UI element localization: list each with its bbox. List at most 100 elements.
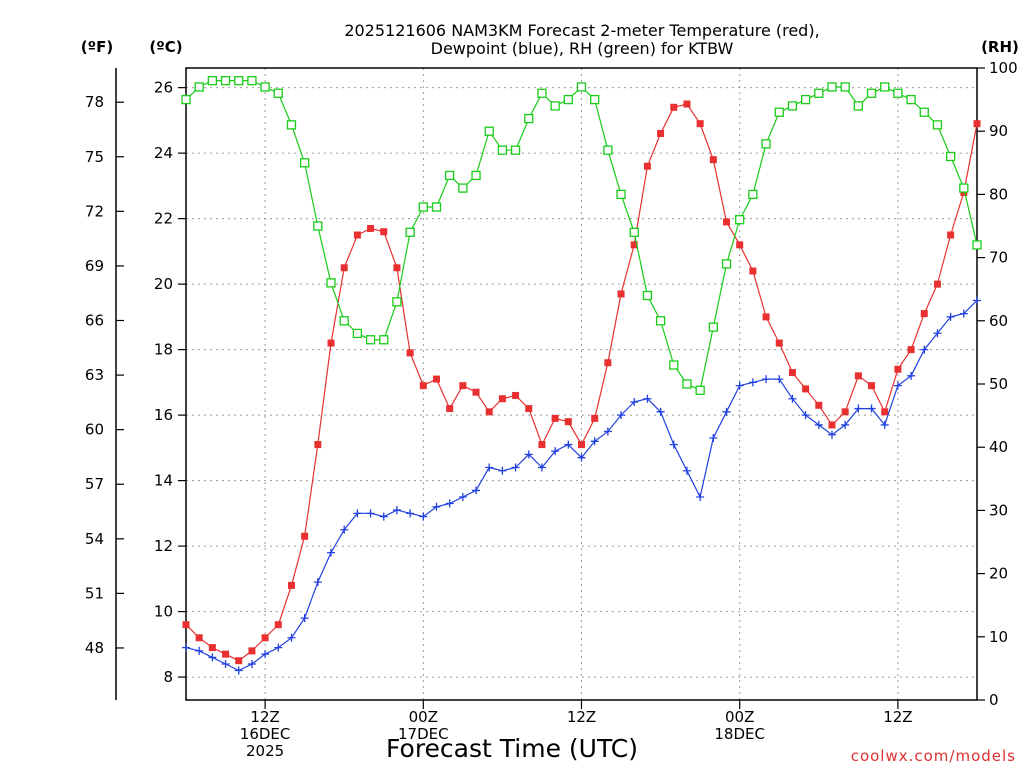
temperature-point (353, 231, 361, 239)
rh-point (642, 290, 653, 301)
dewpoint-point (392, 506, 401, 515)
temperature-point (538, 441, 546, 449)
x-axis-label: Forecast Time (UTC) (386, 734, 638, 763)
temperature-point (683, 100, 691, 108)
dewpoint-point (590, 437, 599, 446)
chart-title-line1: 2025121606 NAM3KM Forecast 2-meter Tempe… (344, 21, 819, 40)
rh-tick-label: 90 (989, 122, 1008, 140)
temperature-point (182, 621, 190, 629)
temperature-point (314, 441, 322, 449)
celsius-tick-label: 14 (154, 472, 173, 490)
rh-point (629, 227, 639, 237)
temperature-point (512, 391, 520, 399)
dewpoint-point (775, 375, 784, 384)
rh-point (814, 88, 824, 98)
temperature-point (604, 359, 612, 367)
dewpoint-point (498, 466, 507, 475)
rh-point (431, 202, 442, 212)
temperature-point (802, 385, 810, 393)
dewpoint-point (247, 659, 256, 668)
temperature-point (749, 267, 757, 275)
rh-point (761, 139, 771, 149)
temperature-point (762, 313, 770, 321)
temperature-point (340, 264, 348, 272)
temperature-point (432, 375, 440, 383)
rh-point (840, 82, 850, 92)
fahrenheit-tick-label: 78 (85, 93, 104, 111)
celsius-tick-label: 22 (154, 210, 173, 228)
rh-point (497, 145, 508, 155)
dewpoint-point (274, 643, 283, 652)
rh-point (787, 101, 798, 111)
dewpoint-point (880, 420, 889, 429)
temperature-point (854, 372, 862, 380)
temperature-point (868, 382, 876, 390)
rh-point (418, 202, 428, 212)
dewpoint-point (234, 666, 243, 675)
credit-text: coolwx.com/models (851, 747, 1016, 765)
rh-point (392, 297, 402, 307)
temperature-point (709, 156, 717, 164)
rh-point (919, 107, 929, 117)
rh-point (458, 183, 468, 193)
temperature-point (696, 120, 704, 128)
dewpoint-point (946, 312, 955, 321)
chart-title-line2: Dewpoint (blue), RH (green) for KTBW (431, 39, 734, 58)
rh-point (234, 75, 244, 86)
temperature-point (551, 414, 559, 422)
dewpoint-point (801, 411, 810, 420)
x-tick-date-label: 17DEC (398, 725, 449, 743)
dewpoint-point (933, 329, 942, 338)
temperature-line (185, 103, 978, 662)
temperature-series (182, 100, 981, 665)
temperature-point (591, 414, 599, 422)
dewpoint-point (445, 499, 454, 508)
temperature-point (274, 621, 282, 629)
dewpoint-point (577, 453, 586, 462)
rh-point (576, 82, 587, 92)
dewpoint-point (485, 463, 494, 472)
temperature-point (828, 421, 836, 429)
rh-point (352, 328, 363, 339)
rh-point (563, 94, 573, 105)
dewpoint-point (419, 512, 428, 521)
x-tick-label: 00Z (409, 708, 438, 726)
dewpoint-point (195, 646, 204, 655)
temperature-point (287, 581, 295, 589)
temperature-point (947, 231, 955, 239)
rh-point (537, 88, 547, 98)
data-series (181, 75, 982, 675)
dewpoint-point (524, 450, 533, 459)
temperature-point (485, 408, 493, 416)
fahrenheit-tick-label: 51 (85, 584, 104, 602)
dewpoint-point (327, 548, 336, 557)
rh-tick-label: 50 (989, 375, 1008, 393)
celsius-tick-label: 20 (154, 275, 173, 293)
dewpoint-point (893, 381, 902, 390)
celsius-tick-label: 8 (163, 668, 173, 686)
dewpoint-point (300, 614, 309, 623)
x-tick-date-label: 18DEC (714, 725, 765, 743)
dewpoint-point (841, 420, 850, 429)
fahrenheit-tick-label: 66 (85, 312, 104, 330)
dewpoint-point (366, 509, 375, 518)
temperature-point (788, 369, 796, 377)
dewpoint-point (907, 371, 916, 380)
temperature-point (617, 290, 625, 298)
dewpoint-point (287, 633, 296, 642)
dewpoint-point (472, 486, 481, 495)
dewpoint-point (656, 407, 665, 416)
temperature-point (446, 405, 454, 413)
temperature-point (815, 401, 823, 409)
temperature-point (498, 395, 506, 403)
rh-point (181, 94, 191, 105)
fahrenheit-tick-label: 75 (85, 148, 104, 166)
temperature-point (327, 339, 335, 347)
rh-point (550, 101, 560, 111)
dewpoint-point (432, 502, 441, 511)
rh-point (339, 316, 349, 326)
rh-point (260, 82, 270, 92)
rh-tick-label: 20 (989, 565, 1008, 583)
rh-point (616, 189, 626, 200)
